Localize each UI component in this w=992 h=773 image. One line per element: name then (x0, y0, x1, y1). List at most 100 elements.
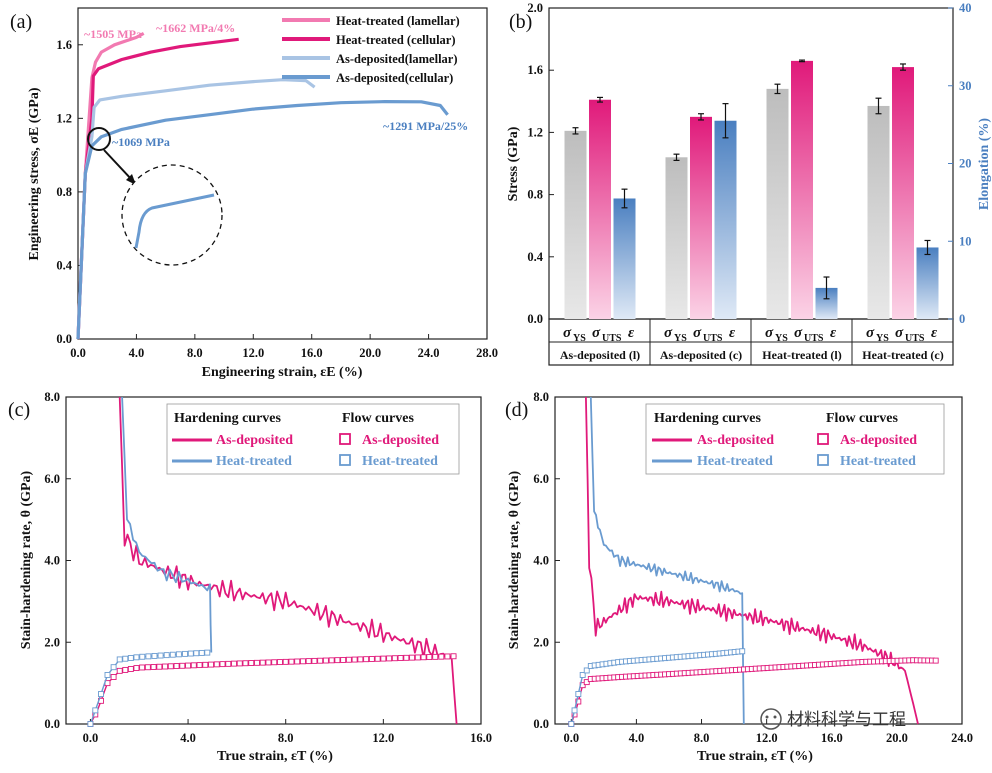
panel-a-xtick-label: 0.0 (70, 346, 86, 360)
flow-marker (110, 674, 117, 680)
flow-marker (242, 660, 249, 667)
symbol-ys-subscript: YS (775, 333, 788, 344)
hardening-curve-0 (118, 396, 458, 725)
flow-marker (127, 666, 134, 672)
symbol-ys-subscript: YS (674, 333, 687, 344)
panel-c-legend-swatch-flow-ad (339, 433, 351, 445)
panel-d-legend-swatch-flow-ht (817, 454, 829, 466)
flow-marker (193, 650, 200, 657)
bar-uts-3 (892, 67, 914, 319)
flow-marker (380, 655, 387, 662)
panel-y-tick-label: 2.0 (44, 635, 60, 649)
flow-marker (122, 666, 129, 673)
flow-marker (144, 664, 151, 671)
flow-marker (133, 654, 140, 661)
bar-elong-1 (714, 120, 737, 319)
panel-d-legend-hardening-title: Hardening curves (654, 411, 761, 426)
annotation-1291: ~1291 MPa/25% (383, 119, 468, 133)
flow-marker (334, 657, 341, 664)
flow-marker (282, 658, 289, 665)
watermark-text: 材料科学与工程 (787, 710, 906, 729)
panel-x-tick-label: 8.0 (694, 731, 710, 745)
flow-marker (739, 648, 746, 655)
panel-y-tick-label: 6.0 (533, 472, 549, 486)
flow-marker (374, 655, 381, 662)
symbol-uts-subscript: UTS (804, 333, 824, 344)
panel-a: (a) 0.0 4.0 8.0 12.0 16.0 20.0 24.0 28.0 0.0 0.4… (10, 7, 498, 380)
flow-marker (403, 654, 410, 661)
flow-marker (397, 655, 404, 661)
flow-marker (92, 707, 99, 714)
flow-marker (145, 653, 152, 660)
wechat-icon-eye-left (765, 715, 769, 719)
panel-a-xtick-label: 12.0 (242, 346, 264, 360)
panel-a-xtick-label: 24.0 (418, 346, 440, 360)
hardening-curve-1 (589, 396, 745, 725)
flow-marker (575, 698, 582, 705)
symbol-sigma-uts: σ (592, 325, 601, 341)
panel-d-legend-swatch-flow-ad (817, 433, 829, 445)
flow-marker (231, 660, 237, 667)
flow-marker (139, 664, 146, 671)
panel-b-ytick-label: 0.4 (527, 250, 543, 264)
panel-y-tick-label: 6.0 (44, 472, 60, 486)
panel-d-y-ticks: 0.0 2.0 4.0 6.0 8.0 (533, 390, 560, 731)
legend-label-ht-cellular: Heat-treated (cellular) (336, 33, 456, 47)
flow-marker (225, 660, 232, 667)
panel-a-xtick-label: 20.0 (359, 346, 381, 360)
panel-c-legend-hardening-title: Hardening curves (174, 411, 281, 426)
symbol-epsilon: ε (830, 325, 837, 341)
watermark: 材料科学与工程 (760, 708, 906, 730)
flow-marker (116, 656, 123, 663)
flow-marker (87, 721, 94, 727)
panel-c-legend-flow-ht: Heat-treated (362, 454, 438, 469)
flow-marker (151, 652, 158, 659)
symbol-ys-subscript: YS (573, 333, 586, 344)
panel-b-y2tick-label: 0 (959, 312, 965, 326)
symbol-sigma-ys: σ (664, 325, 673, 341)
flow-marker (351, 656, 358, 663)
flow-marker (150, 664, 157, 670)
panel-d-ylabel: Stain-hardening rate, θ (GPa) (507, 470, 522, 649)
annotation-1662: ~1662 MPa/4% (156, 21, 235, 35)
flow-marker (98, 691, 104, 697)
panel-a-frame (77, 7, 488, 340)
flow-marker (426, 654, 433, 661)
flow-marker (305, 658, 312, 665)
panel-y-tick-label: 0.0 (533, 717, 549, 731)
panel-c-series (87, 396, 458, 727)
flow-marker (357, 656, 364, 663)
category-label: Heat-treated (l) (762, 348, 841, 362)
symbol-epsilon: ε (729, 325, 736, 341)
flow-marker (368, 656, 375, 662)
flow-marker (187, 650, 194, 657)
flow-marker (202, 661, 209, 668)
panel-c-legend: Hardening curves Flow curves As-deposite… (166, 403, 460, 475)
panel-x-tick-label: 0.0 (83, 731, 99, 745)
panel-d-legend-hard-ht: Heat-treated (697, 454, 773, 469)
panel-x-tick-label: 24.0 (951, 731, 973, 745)
panel-c-legend-swatch-flow-ht (339, 454, 351, 466)
symbol-ys-subscript: YS (876, 333, 889, 344)
panel-c-legend-box (166, 403, 460, 475)
flow-marker (583, 667, 590, 674)
flow-marker (294, 658, 301, 665)
panel-a-xtick-label: 8.0 (187, 346, 203, 360)
panel-a-x-ticks: 0.0 4.0 8.0 12.0 16.0 20.0 24.0 28.0 (70, 334, 498, 360)
flow-marker (190, 662, 197, 669)
panel-b-bars (564, 59, 939, 320)
panel-d-legend-box (645, 403, 945, 475)
panel-c-legend-flow-title: Flow curves (342, 411, 414, 426)
flow-marker (575, 691, 582, 697)
symbol-sigma-ys: σ (866, 325, 875, 341)
flow-marker (932, 657, 939, 664)
flow-marker (182, 650, 188, 657)
flow-marker (409, 654, 416, 661)
flow-marker (110, 664, 117, 671)
panel-a-series (76, 31, 449, 340)
flow-marker (386, 655, 393, 662)
flow-marker (568, 721, 575, 727)
flow-marker (340, 656, 347, 663)
